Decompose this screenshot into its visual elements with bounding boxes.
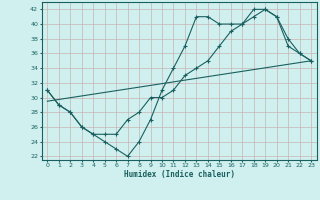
X-axis label: Humidex (Indice chaleur): Humidex (Indice chaleur) bbox=[124, 170, 235, 179]
